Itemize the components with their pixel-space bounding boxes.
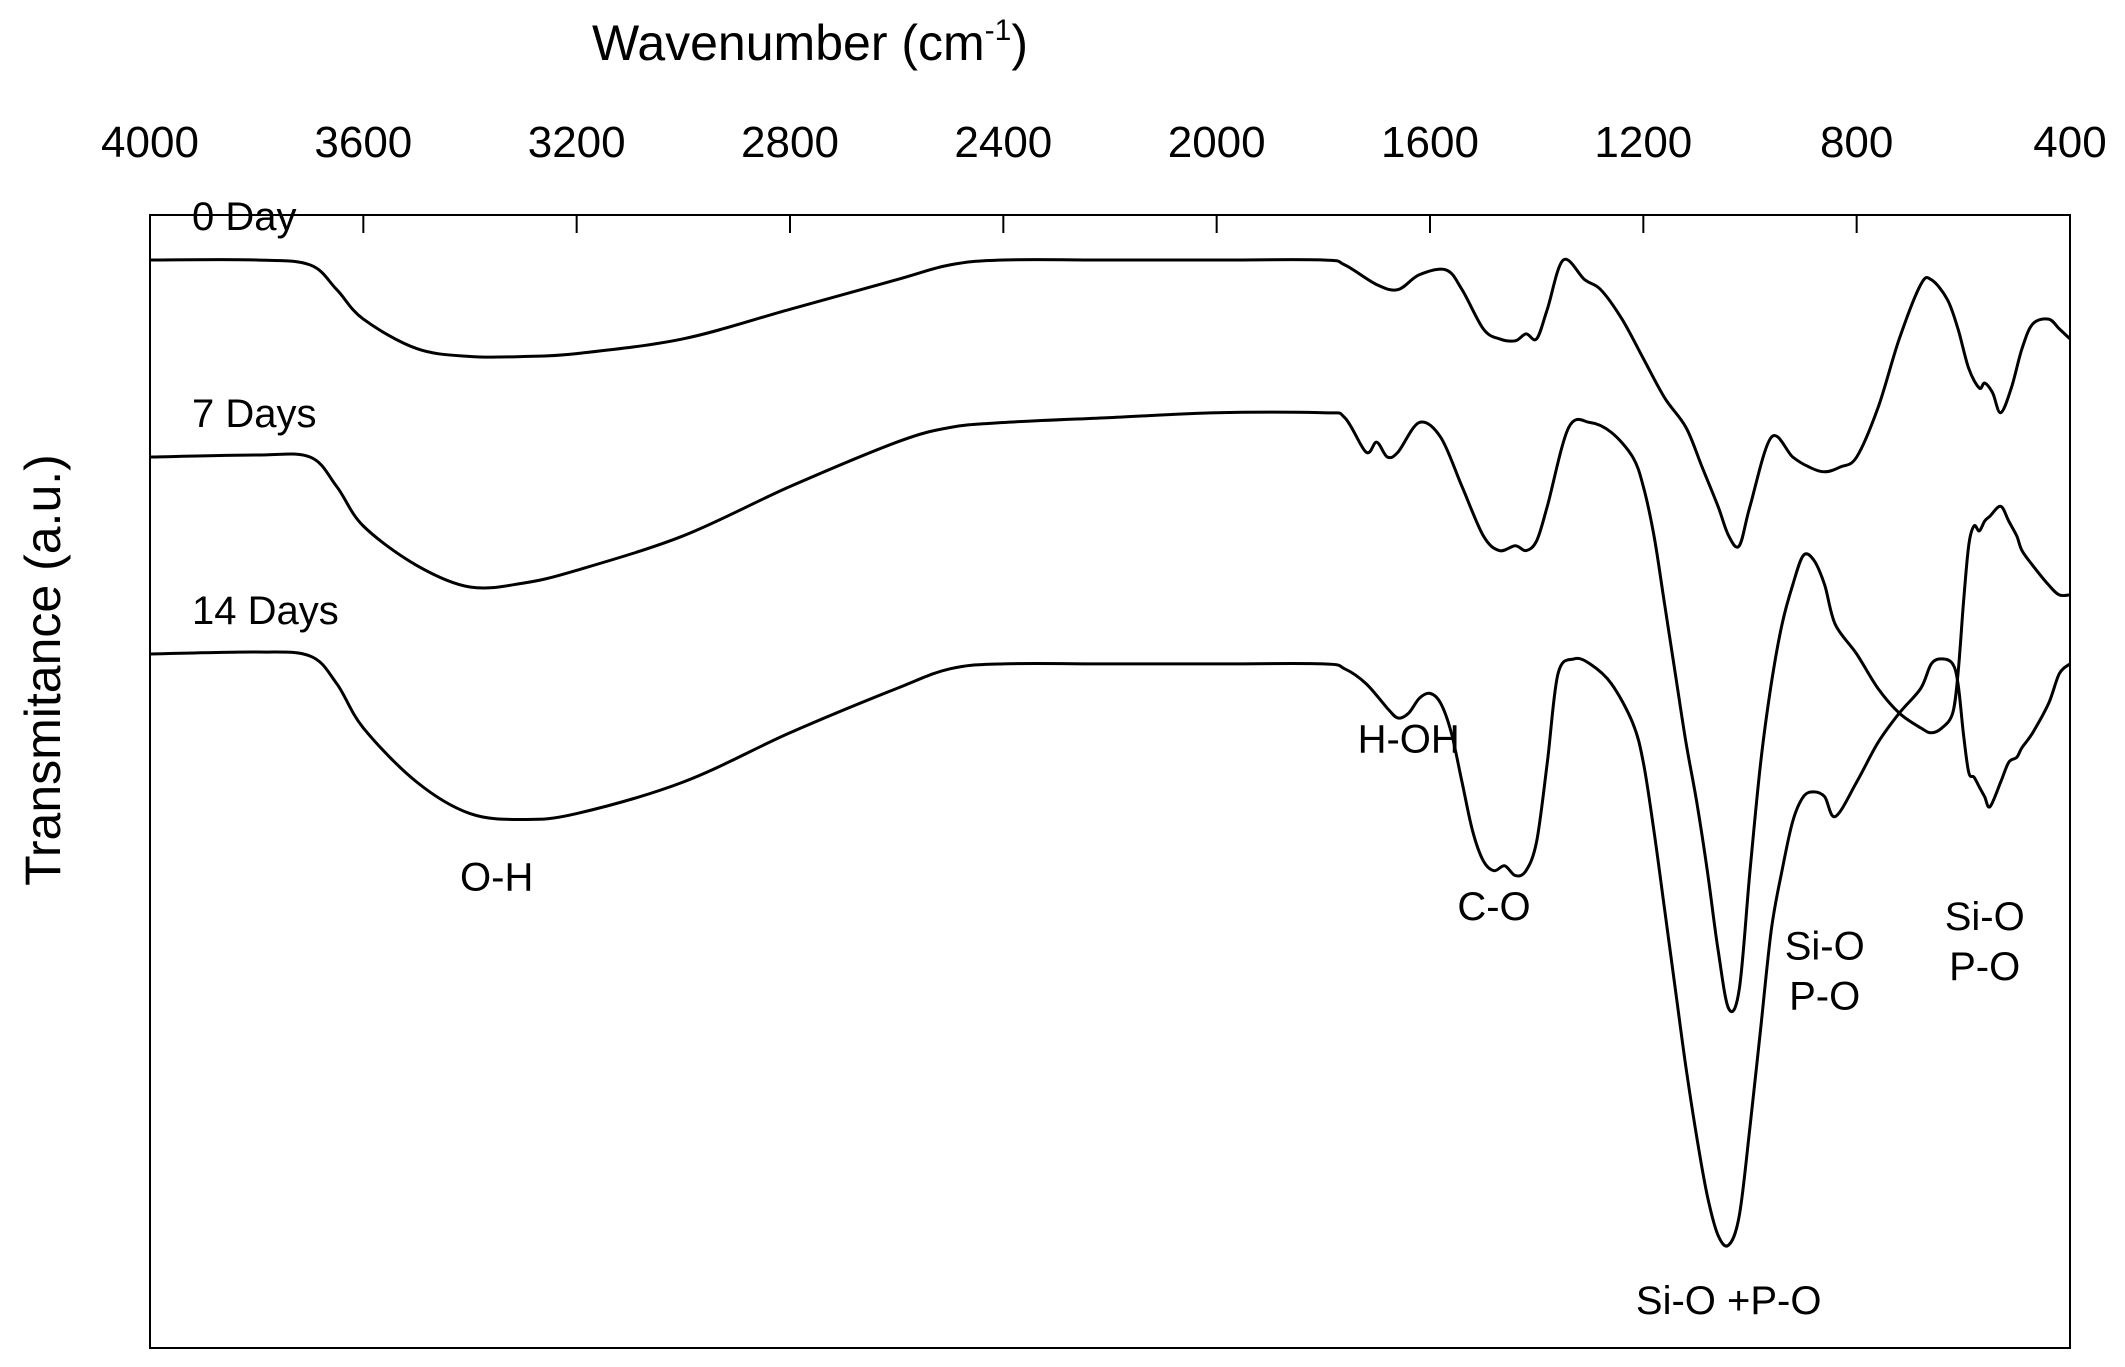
- x-tick-label: 3200: [528, 118, 626, 167]
- annotation-line: H-OH: [1358, 718, 1460, 762]
- x-axis-ticks: 4000 3600 3200 2800 2400 2000 1600 1200 800 400: [101, 118, 2107, 233]
- annotation-line: P-O: [1789, 974, 1860, 1018]
- annotation-line: C-O: [1457, 885, 1530, 929]
- series-label: 0 Day: [192, 195, 297, 239]
- annotation-line: Si-O: [1945, 895, 2025, 939]
- series-line-1: [149, 410, 2071, 1014]
- plot-frame: [149, 214, 2071, 1349]
- series-group: [149, 257, 2072, 1248]
- series-label: 14 Days: [192, 589, 339, 633]
- peak-annotation: Si-O +P-O: [1636, 1279, 1822, 1323]
- peak-annotation: Si-O P-O: [1785, 924, 1865, 1018]
- peak-annotation: C-O: [1457, 885, 1530, 929]
- peak-annotation: H-OH: [1358, 718, 1460, 762]
- x-tick-label: 3600: [314, 118, 412, 167]
- annotation-line: O-H: [460, 855, 533, 899]
- peak-annotation: Si-O P-O: [1945, 895, 2025, 989]
- y-axis-label: Transmitance (a.u.): [15, 454, 71, 886]
- peak-annotation: O-H: [460, 855, 533, 899]
- x-tick-label: 400: [2033, 118, 2106, 167]
- x-axis-label-end: ): [1011, 15, 1028, 71]
- x-tick-label: 2400: [954, 118, 1052, 167]
- annotation-line: Si-O +P-O: [1636, 1279, 1822, 1323]
- x-tick-label: 800: [1820, 118, 1893, 167]
- annotation-line: P-O: [1949, 945, 2020, 989]
- x-tick-label: 2800: [741, 118, 839, 167]
- x-axis-label: Wavenumber (cm-1): [592, 14, 1028, 71]
- series-labels: 0 Day 7 Days 14 Days: [192, 195, 339, 633]
- series-line-2: [149, 650, 2071, 1248]
- x-tick-label: 2000: [1168, 118, 1266, 167]
- series-label: 7 Days: [192, 392, 317, 436]
- x-tick-label: 1600: [1381, 118, 1479, 167]
- x-tick-label: 4000: [101, 118, 199, 167]
- x-tick-label: 1200: [1594, 118, 1692, 167]
- series-line-0: [149, 257, 2072, 549]
- x-axis-label-superscript: -1: [985, 14, 1012, 47]
- x-axis-label-main: Wavenumber (cm: [592, 15, 985, 71]
- annotation-line: Si-O: [1785, 924, 1865, 968]
- annotations: O-H H-OH C-O Si-O +P-O Si-O P-O Si-O P-O: [460, 718, 2025, 1324]
